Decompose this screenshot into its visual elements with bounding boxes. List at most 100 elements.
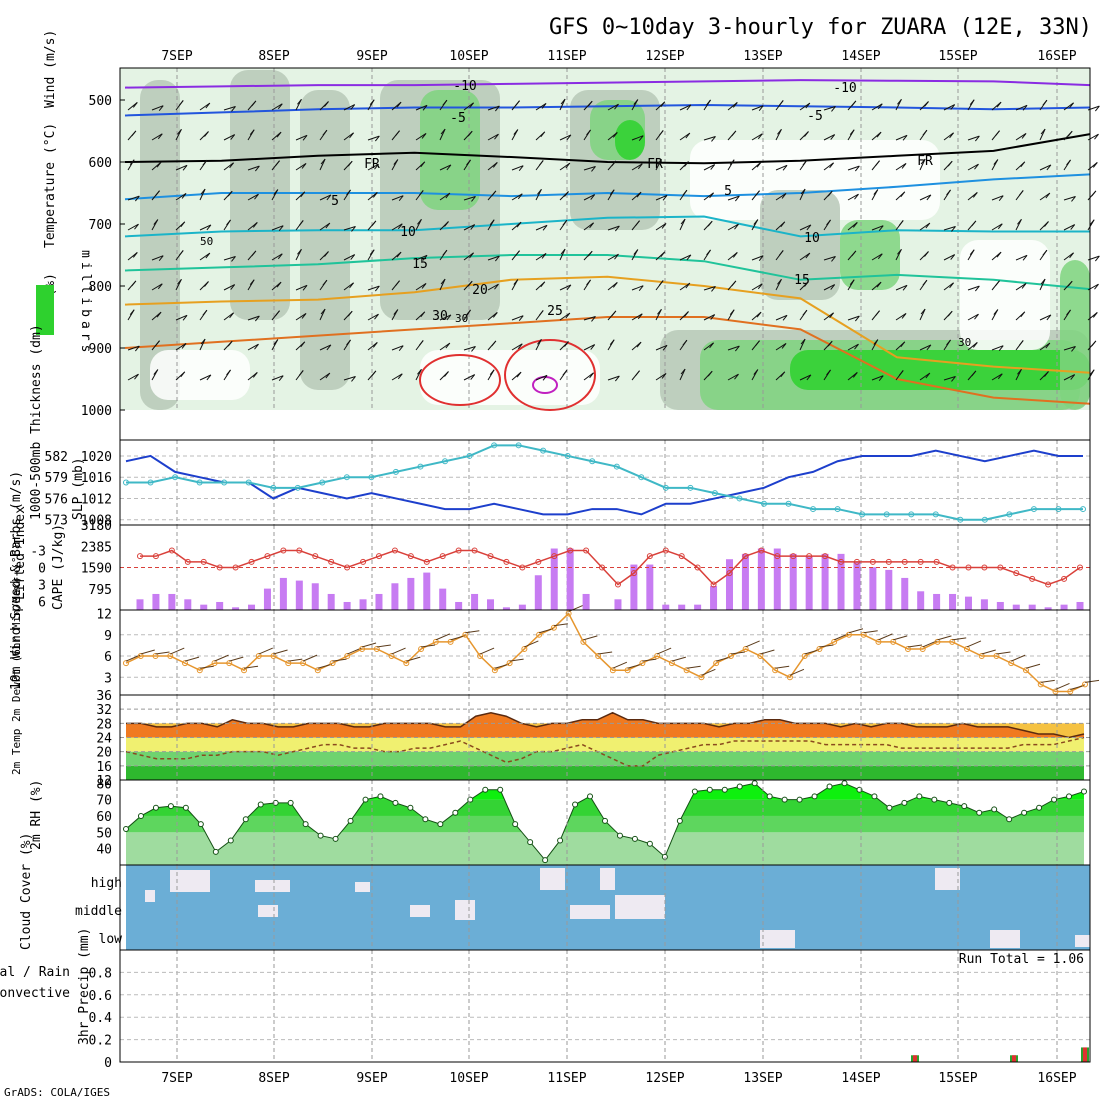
wind-barb xyxy=(1063,224,1075,231)
wind-barb xyxy=(439,164,452,171)
wind-barb-10m xyxy=(229,656,244,662)
wind-barb-flag xyxy=(518,165,524,172)
cape-bar xyxy=(550,548,558,610)
wind-barb-flag xyxy=(349,282,354,289)
wind-barb-flag xyxy=(946,189,951,196)
wind-barb-flag xyxy=(707,220,713,227)
wind-barb-flag xyxy=(202,309,208,316)
wind-barb xyxy=(1063,374,1075,381)
wind-barb-flag xyxy=(254,315,260,322)
wind-barb xyxy=(991,373,1003,381)
wind-barb-flag xyxy=(636,341,642,348)
wind-barb-flag xyxy=(298,370,304,376)
wind-barb xyxy=(247,343,259,351)
cloud-gap xyxy=(935,868,960,890)
wind-barb xyxy=(967,163,979,171)
wind-barb-flag xyxy=(298,220,304,226)
temp-tick: 20 xyxy=(96,746,112,761)
isotherm-line xyxy=(124,173,1091,201)
wind-barb-flag xyxy=(901,313,907,319)
wind-barb-flag xyxy=(920,308,926,315)
thickness-marker xyxy=(1055,506,1062,513)
wind-barb-flag xyxy=(1017,218,1022,225)
wind-barb-flag xyxy=(538,310,544,316)
rh-marker xyxy=(362,796,369,803)
wind-barb-flag xyxy=(993,309,999,315)
wind-barb-flag xyxy=(1018,190,1024,196)
wind-barb xyxy=(319,372,331,381)
cape-bar xyxy=(455,601,463,610)
wind-barb-10m xyxy=(922,640,937,648)
rh-marker xyxy=(212,848,219,855)
wind-barb-10m xyxy=(981,649,996,655)
cape-bar xyxy=(311,583,319,610)
wind-barb-flag xyxy=(566,284,572,291)
rh-marker xyxy=(766,793,773,800)
wind-barb-10m xyxy=(819,644,834,648)
wind-barb xyxy=(295,134,308,141)
wind-barb-flag xyxy=(734,345,740,352)
wind-barb-flag xyxy=(513,129,519,135)
thickness-marker xyxy=(221,479,228,486)
wind-barb xyxy=(151,255,164,261)
cloud-level-label: middle xyxy=(75,904,122,919)
cape-bar xyxy=(885,569,893,610)
wind-barb-flag xyxy=(227,190,233,197)
wind-barb xyxy=(295,284,308,291)
date-label-top: 12SEP xyxy=(645,49,684,64)
thickness-marker xyxy=(540,447,547,454)
wind-barb-flag xyxy=(922,129,928,136)
wind-barb-flag xyxy=(158,255,164,262)
wind-barb-flag xyxy=(660,251,666,258)
li-marker xyxy=(200,558,207,565)
wind-barb-flag xyxy=(249,129,255,136)
cape-bar xyxy=(343,601,351,610)
thickness-marker xyxy=(270,484,277,491)
wind-barb-flag xyxy=(350,104,356,110)
date-label-top: 7SEP xyxy=(161,49,192,64)
wind-barb-flag xyxy=(157,133,163,140)
wind-label: 10m Wind Speed & Barbs (m/s) xyxy=(9,471,24,690)
rh-marker xyxy=(317,832,324,839)
wind-barb-flag xyxy=(397,223,403,230)
wind-barb-flag xyxy=(782,314,788,321)
wind-barb-flag xyxy=(205,252,211,259)
rh-marker xyxy=(182,804,189,811)
thickness-marker xyxy=(123,479,129,486)
precip-convective-bar xyxy=(1083,1047,1087,1062)
thickness-marker xyxy=(1030,506,1037,513)
cape-bar xyxy=(710,585,718,610)
cloud-gap xyxy=(615,895,665,919)
wind-barb-flag xyxy=(946,339,951,346)
cape-tick: 795 xyxy=(89,583,112,598)
cape-bar xyxy=(216,601,224,610)
wind-barb-flag xyxy=(542,374,548,381)
wind-barb-flag xyxy=(562,219,568,226)
wind-barb-flag xyxy=(829,162,834,169)
slp-tick: 1016 xyxy=(81,471,112,486)
rh-marker xyxy=(347,817,354,824)
thickness-marker xyxy=(564,452,571,459)
wind-barb xyxy=(319,222,331,231)
wind-barb-flag xyxy=(924,251,929,257)
rh-marker xyxy=(1006,816,1013,823)
wind-barb-flag xyxy=(996,251,1002,258)
wind-barb-flag xyxy=(542,224,548,231)
thickness-marker xyxy=(908,511,915,518)
wind-barb-flag xyxy=(878,375,884,382)
cape-bar xyxy=(534,575,542,610)
li-marker xyxy=(471,547,478,554)
wind-barb-flag xyxy=(800,188,806,195)
li-marker xyxy=(280,547,287,554)
wind-barb-10m xyxy=(789,668,805,676)
wind-barb xyxy=(151,283,163,291)
wind-barb xyxy=(895,313,907,321)
li-marker xyxy=(965,564,972,571)
thickness-marker xyxy=(711,490,718,497)
wind-barb-flag xyxy=(560,248,566,255)
wind-barb xyxy=(487,255,500,261)
wind-barb-10m xyxy=(494,663,509,669)
rh-marker xyxy=(1081,788,1087,795)
wind-barb-flag xyxy=(900,341,906,348)
wind-barb xyxy=(655,373,667,381)
